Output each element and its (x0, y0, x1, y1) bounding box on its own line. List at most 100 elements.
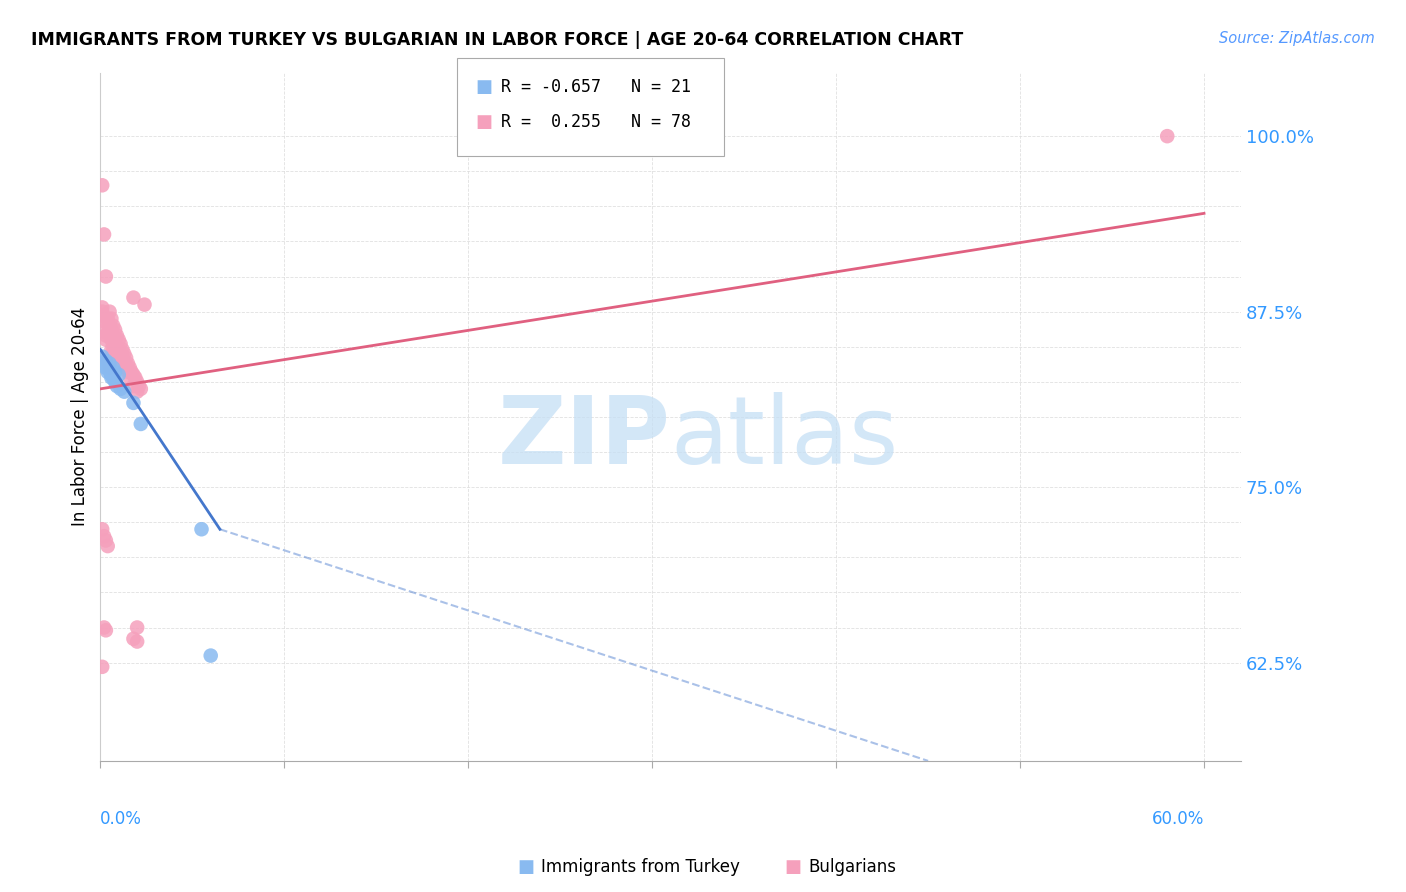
Point (127, 375, 149, 389)
Point (94, 360, 117, 375)
Point (111, 351, 134, 365)
Point (94, 333, 117, 347)
Point (110, 347, 132, 361)
Point (103, 318, 125, 333)
Text: atlas: atlas (671, 392, 898, 483)
Point (91, 350, 114, 364)
Point (117, 357, 139, 371)
Text: ■: ■ (785, 858, 801, 876)
Point (104, 333, 127, 347)
Point (104, 323, 127, 337)
Point (91, 660, 114, 674)
Point (104, 343, 127, 357)
Point (122, 632, 145, 646)
Point (93, 357, 115, 371)
Point (122, 368, 145, 382)
Point (98, 363, 121, 377)
Point (97, 311, 120, 326)
Point (107, 343, 129, 357)
Point (93, 620, 115, 634)
Point (97, 365, 120, 379)
Point (190, 522, 212, 536)
Point (107, 351, 129, 365)
Point (103, 370, 125, 384)
Text: IMMIGRANTS FROM TURKEY VS BULGARIAN IN LABOR FORCE | AGE 20-64 CORRELATION CHART: IMMIGRANTS FROM TURKEY VS BULGARIAN IN L… (31, 31, 963, 49)
Point (105, 328, 128, 343)
Text: ■: ■ (517, 858, 534, 876)
Point (94, 269, 117, 284)
Text: R = -0.657   N = 21: R = -0.657 N = 21 (501, 78, 690, 95)
Point (97, 353, 120, 368)
Y-axis label: In Labor Force | Age 20-64: In Labor Force | Age 20-64 (72, 308, 89, 526)
Point (115, 351, 138, 365)
Point (100, 323, 122, 337)
Point (122, 379, 145, 393)
Point (107, 368, 129, 382)
Point (103, 328, 125, 343)
Point (98, 328, 121, 343)
Point (104, 365, 127, 379)
Point (105, 340, 128, 354)
Point (98, 318, 121, 333)
Point (110, 337, 132, 351)
Point (98, 360, 121, 375)
Point (115, 360, 138, 375)
Point (112, 357, 135, 371)
Point (129, 417, 152, 431)
Text: Immigrants from Turkey: Immigrants from Turkey (541, 858, 740, 876)
Point (1156, 129, 1178, 144)
Point (91, 178, 114, 193)
Point (93, 529, 115, 543)
Point (107, 333, 129, 347)
Point (112, 347, 135, 361)
Point (122, 396, 145, 410)
Point (91, 304, 114, 318)
Text: 60.0%: 60.0% (1152, 810, 1204, 828)
Point (94, 353, 117, 368)
Point (128, 379, 150, 393)
Text: ZIP: ZIP (498, 392, 671, 483)
Point (105, 351, 128, 365)
Point (91, 309, 114, 323)
Point (94, 328, 117, 343)
Point (103, 360, 125, 375)
Point (100, 343, 122, 357)
Point (91, 301, 114, 315)
Point (121, 365, 143, 379)
Point (97, 326, 120, 340)
Point (94, 624, 117, 638)
Point (118, 360, 141, 375)
Point (105, 379, 128, 393)
Point (129, 382, 152, 396)
Point (100, 311, 122, 326)
Point (124, 370, 146, 384)
Point (93, 323, 115, 337)
Point (100, 368, 122, 382)
Point (200, 648, 222, 663)
Text: Bulgarians: Bulgarians (808, 858, 897, 876)
Point (118, 370, 141, 384)
Text: ■: ■ (475, 113, 492, 131)
Point (98, 304, 121, 318)
Point (100, 370, 122, 384)
Text: R =  0.255   N = 78: R = 0.255 N = 78 (501, 113, 690, 131)
Point (91, 522, 114, 536)
Point (134, 298, 156, 312)
Point (94, 533, 117, 548)
Point (104, 375, 127, 389)
Point (127, 620, 149, 634)
Point (93, 314, 115, 328)
Point (122, 291, 145, 305)
Point (117, 365, 139, 379)
Point (127, 634, 149, 648)
Text: Source: ZipAtlas.com: Source: ZipAtlas.com (1219, 31, 1375, 46)
Point (98, 357, 121, 371)
Point (110, 382, 132, 396)
Point (103, 343, 125, 357)
Point (111, 343, 134, 357)
Point (97, 539, 120, 553)
Text: ■: ■ (475, 78, 492, 95)
Point (112, 384, 135, 399)
Text: 0.0%: 0.0% (100, 810, 142, 828)
Point (100, 333, 122, 347)
